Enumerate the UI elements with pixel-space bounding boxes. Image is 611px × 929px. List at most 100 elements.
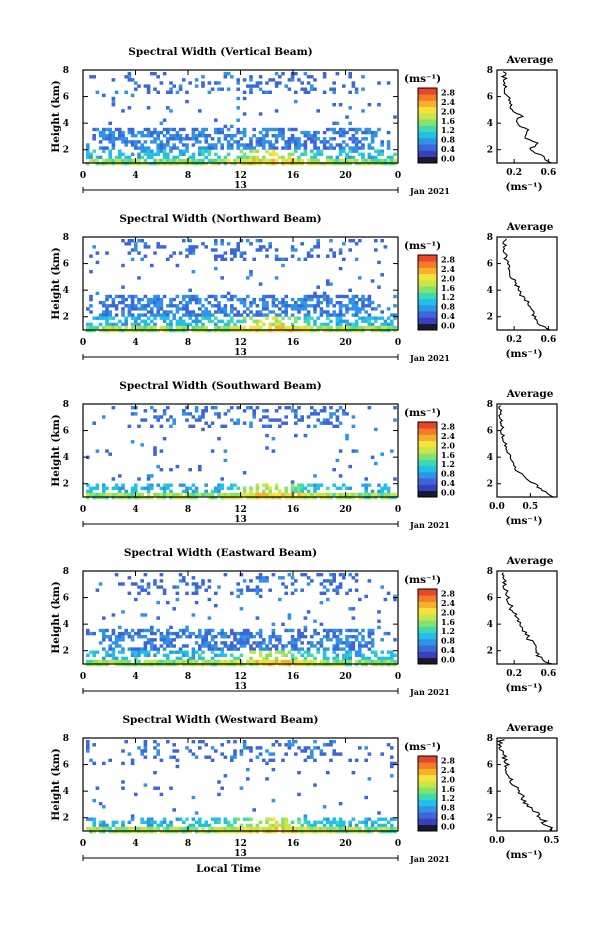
heatmap-cell	[172, 304, 176, 308]
heatmap-cell	[86, 631, 90, 636]
heatmap-cell	[370, 301, 375, 305]
heatmap-cell	[127, 242, 132, 246]
heatmap-cell	[166, 106, 170, 110]
heatmap-cell	[364, 137, 368, 141]
heatmap-cell	[281, 155, 285, 160]
heatmap-cell	[242, 631, 247, 636]
heatmap-cell	[249, 758, 253, 762]
heatmap-cell	[313, 492, 317, 497]
heatmap-cell	[329, 282, 333, 286]
heatmap-cell	[377, 619, 381, 623]
heatmap-cell	[143, 650, 148, 654]
heatmap-cell	[322, 647, 327, 651]
heatmap-cell	[175, 631, 180, 636]
heatmap-cell	[242, 826, 247, 831]
heatmap-cell	[351, 644, 356, 648]
heatmap-cell	[319, 591, 324, 595]
heatmap-cell	[121, 486, 125, 490]
heatmap-cell	[169, 625, 173, 630]
heatmap-cell	[140, 486, 144, 490]
heatmap-cell	[332, 468, 336, 472]
heatmap-cell	[252, 492, 256, 497]
heatmap-cell	[130, 489, 135, 494]
x-tick-label: 12	[234, 672, 247, 682]
heatmap-cell	[140, 579, 144, 583]
heatmap-cell	[166, 155, 170, 160]
heatmap-cell	[233, 294, 237, 299]
heatmap-cell	[217, 489, 221, 494]
heatmap-cell	[358, 127, 362, 132]
heatmap-cell	[143, 573, 148, 577]
heatmap-cell	[153, 127, 157, 132]
heatmap-cell	[146, 325, 151, 330]
heatmap-cell	[178, 325, 183, 330]
heatmap-cell	[342, 304, 346, 308]
heatmap-cell	[383, 322, 388, 327]
heatmap-cell	[156, 600, 160, 605]
heatmap-cell	[242, 130, 247, 135]
heatmap-cell	[326, 659, 330, 664]
heatmap-cell	[393, 638, 397, 642]
heatmap-cell	[310, 87, 314, 91]
heatmap-cell	[329, 628, 333, 633]
colorbar-swatch	[418, 774, 437, 782]
heatmap-cell	[306, 137, 311, 141]
heatmap-cell	[390, 656, 394, 661]
average-y-tick-label: 6	[487, 93, 493, 103]
heatmap-cell	[370, 134, 375, 138]
heatmap-cell	[338, 127, 343, 132]
heatmap-cell	[242, 829, 247, 834]
heatmap-cell	[290, 245, 295, 249]
heatmap-cell	[258, 310, 263, 314]
heatmap-cell	[185, 418, 189, 422]
heatmap-cell	[303, 616, 308, 620]
heatmap-cell	[105, 322, 109, 327]
average-y-tick-label: 6	[487, 260, 493, 270]
heatmap-cell	[268, 641, 272, 645]
heatmap-cell	[182, 653, 186, 657]
heatmap-cell	[281, 158, 285, 163]
heatmap-cell	[194, 662, 199, 667]
heatmap-cell	[290, 140, 295, 144]
heatmap-cell	[326, 829, 330, 834]
heatmap-cell	[326, 418, 330, 422]
heatmap-cell	[146, 127, 151, 132]
heatmap-cell	[185, 146, 189, 150]
heatmap-cell	[342, 146, 346, 150]
heatmap-cell	[118, 152, 122, 156]
heatmap-cell	[194, 641, 199, 645]
heatmap-cell	[194, 127, 199, 132]
heatmap-cell	[242, 319, 247, 323]
heatmap-cell	[230, 294, 234, 299]
heatmap-cell	[287, 304, 292, 308]
heatmap-cell	[159, 140, 164, 144]
heatmap-cell	[265, 304, 269, 308]
heatmap-cell	[201, 304, 205, 308]
heatmap-cell	[268, 486, 272, 490]
heatmap-cell	[294, 415, 298, 419]
heatmap-cell	[322, 829, 327, 834]
heatmap-cell	[118, 635, 122, 639]
heatmap-cell	[300, 87, 304, 91]
heatmap-cell	[265, 140, 269, 144]
heatmap-cell	[306, 158, 311, 163]
heatmap-cell	[284, 492, 288, 497]
heatmap-cell	[121, 823, 125, 828]
colorbar-swatch	[418, 632, 437, 640]
heatmap-cell	[127, 492, 132, 497]
heatmap-cell	[300, 325, 304, 330]
heatmap-cell	[377, 152, 381, 156]
heatmap-cell	[169, 631, 173, 636]
heatmap-cell	[386, 146, 391, 150]
heatmap-cell	[338, 641, 343, 645]
heatmap-cell	[194, 406, 199, 410]
heatmap-cell	[146, 301, 151, 305]
heatmap-cell	[303, 146, 308, 150]
heatmap-cell	[249, 489, 253, 494]
heatmap-cell	[143, 783, 148, 787]
heatmap-cell	[153, 158, 157, 163]
x-tick-label: 0	[80, 839, 86, 849]
heatmap-cell	[143, 242, 148, 246]
heatmap-cell	[214, 820, 218, 824]
heatmap-cell	[300, 653, 304, 657]
